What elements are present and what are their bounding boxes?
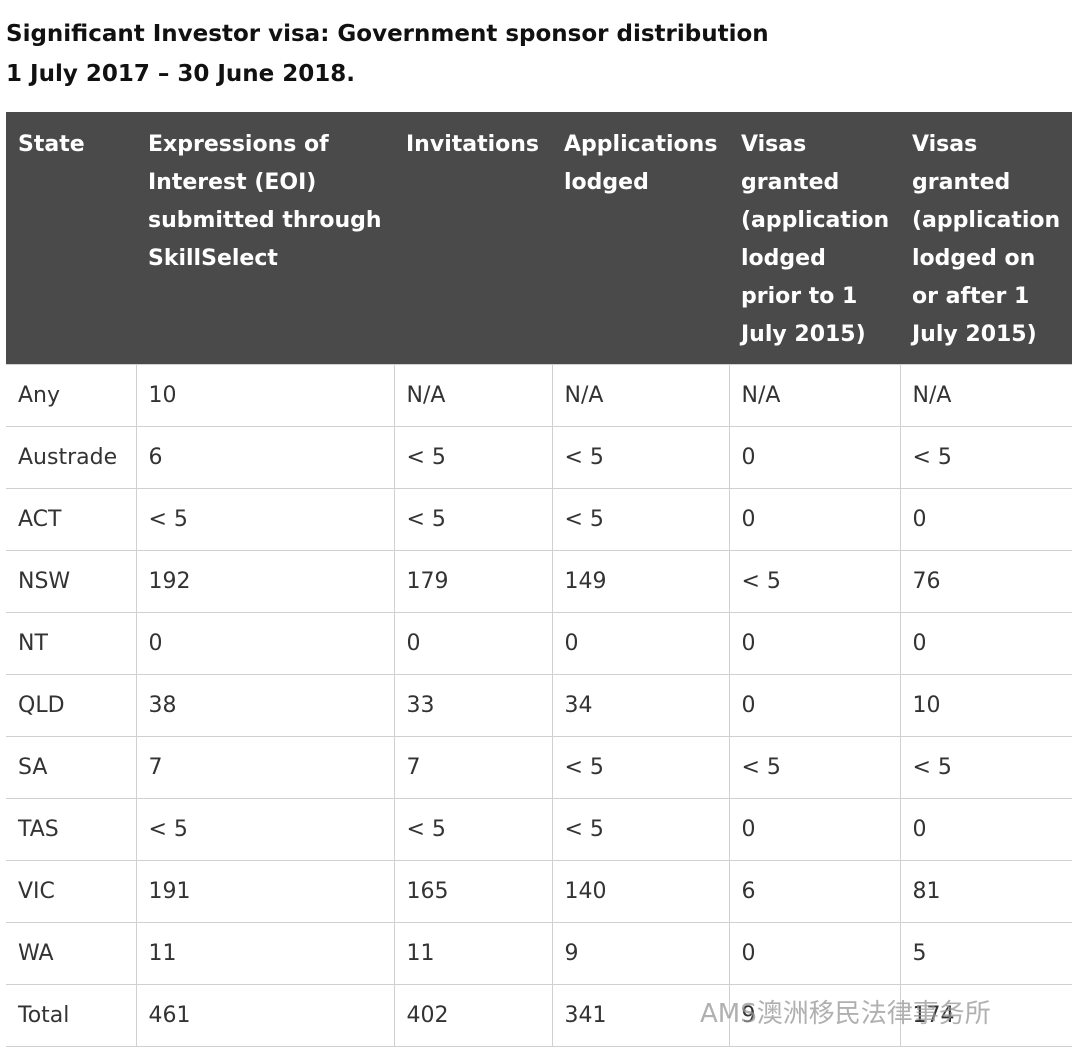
table-cell: ACT: [6, 488, 137, 551]
table-cell: 0: [728, 922, 901, 985]
table-cell: < 5: [393, 426, 553, 489]
table-cell: 0: [899, 612, 1072, 675]
table-cell: 81: [899, 860, 1072, 923]
table-cell: 0: [899, 798, 1072, 861]
table-cell: 33: [393, 674, 553, 737]
table-cell: 165: [393, 860, 553, 923]
table-cell: 140: [551, 860, 730, 923]
table-cell: 10: [135, 364, 395, 427]
table-cell: N/A: [393, 364, 553, 427]
table-cell: QLD: [6, 674, 137, 737]
table-cell: < 5: [393, 798, 553, 861]
table-cell: 0: [135, 612, 395, 675]
table-cell: N/A: [728, 364, 901, 427]
table-cell: 0: [899, 488, 1072, 551]
table-row: NSW 192 179 149 < 5 76: [6, 550, 1072, 613]
table-cell: 9: [551, 922, 730, 985]
table-cell: 191: [135, 860, 395, 923]
table-cell: 402: [393, 984, 553, 1047]
table-cell: N/A: [899, 364, 1072, 427]
table-cell: 341: [551, 984, 730, 1047]
table-cell: Austrade: [6, 426, 137, 489]
table-cell: Any: [6, 364, 137, 427]
watermark: AMS澳洲移民法律事务所: [700, 999, 991, 1029]
table-cell: 7: [135, 736, 395, 799]
table-cell: 11: [393, 922, 553, 985]
table-row: Austrade 6 < 5 < 5 0 < 5: [6, 426, 1072, 489]
table-cell: < 5: [728, 736, 901, 799]
table-cell: < 5: [551, 798, 730, 861]
column-header: Visas granted (application lodged on or …: [900, 112, 1072, 365]
table-cell: 174: [899, 984, 1072, 1047]
table-row: Any 10 N/A N/A N/A N/A: [6, 364, 1072, 427]
column-header: Invitations: [394, 112, 552, 365]
table-cell: 38: [135, 674, 395, 737]
title-line: Significant Investor visa: Government sp…: [6, 21, 769, 47]
header-row: State Expressions of Interest (EOI) submi…: [6, 112, 1072, 365]
column-header: State: [6, 112, 136, 365]
table-cell: 0: [551, 612, 730, 675]
table-row: QLD 38 33 34 0 10: [6, 674, 1072, 737]
table-row: WA 11 11 9 0 5: [6, 922, 1072, 985]
table-cell: 6: [135, 426, 395, 489]
table-cell: Total: [6, 984, 137, 1047]
table-cell: 149: [551, 550, 730, 613]
table-cell: 0: [728, 612, 901, 675]
table-cell: 179: [393, 550, 553, 613]
title: Significant Investor visa: Government sp…: [6, 14, 769, 94]
table-cell: < 5: [551, 736, 730, 799]
table-cell: 5: [899, 922, 1072, 985]
table-cell: < 5: [393, 488, 553, 551]
table-cell: 10: [899, 674, 1072, 737]
table-cell: VIC: [6, 860, 137, 923]
table-row: SA 7 7 < 5 < 5 < 5: [6, 736, 1072, 799]
table: State Expressions of Interest (EOI) submi…: [6, 112, 1072, 1047]
table-cell: TAS: [6, 798, 137, 861]
column-header: Expressions of Interest (EOI) submitted …: [136, 112, 394, 365]
table-cell: < 5: [135, 488, 395, 551]
table-cell: 7: [393, 736, 553, 799]
table-row: NT 0 0 0 0 0: [6, 612, 1072, 675]
table-cell: 6: [728, 860, 901, 923]
table-cell: 11: [135, 922, 395, 985]
table-cell: 192: [135, 550, 395, 613]
table-cell: < 5: [551, 488, 730, 551]
table-cell: 76: [899, 550, 1072, 613]
table-cell: < 5: [135, 798, 395, 861]
table-cell: 461: [135, 984, 395, 1047]
table-cell: < 5: [899, 426, 1072, 489]
table-cell: 0: [393, 612, 553, 675]
column-header: Visas granted (application lodged prior …: [729, 112, 900, 365]
table-cell: < 5: [899, 736, 1072, 799]
table-cell: 9: [728, 984, 901, 1047]
table-cell: 0: [728, 798, 901, 861]
table-row: Total 461 402 341 9 174: [6, 984, 1072, 1047]
table-cell: 0: [728, 488, 901, 551]
table-cell: NT: [6, 612, 137, 675]
title-line: 1 July 2017 – 30 June 2018.: [6, 61, 356, 87]
table-cell: SA: [6, 736, 137, 799]
table-cell: WA: [6, 922, 137, 985]
table-cell: < 5: [551, 426, 730, 489]
table-cell: 0: [728, 426, 901, 489]
table-cell: NSW: [6, 550, 137, 613]
table-cell: N/A: [551, 364, 730, 427]
table-cell: 34: [551, 674, 730, 737]
table-row: VIC 191 165 140 6 81: [6, 860, 1072, 923]
column-header: Applications lodged: [552, 112, 729, 365]
table-cell: 0: [728, 674, 901, 737]
table-body: Any 10 N/A N/A N/A N/A Austrade 6 < 5 < 5 0 < 5 ACT <…: [6, 364, 1072, 1047]
table-cell: < 5: [728, 550, 901, 613]
